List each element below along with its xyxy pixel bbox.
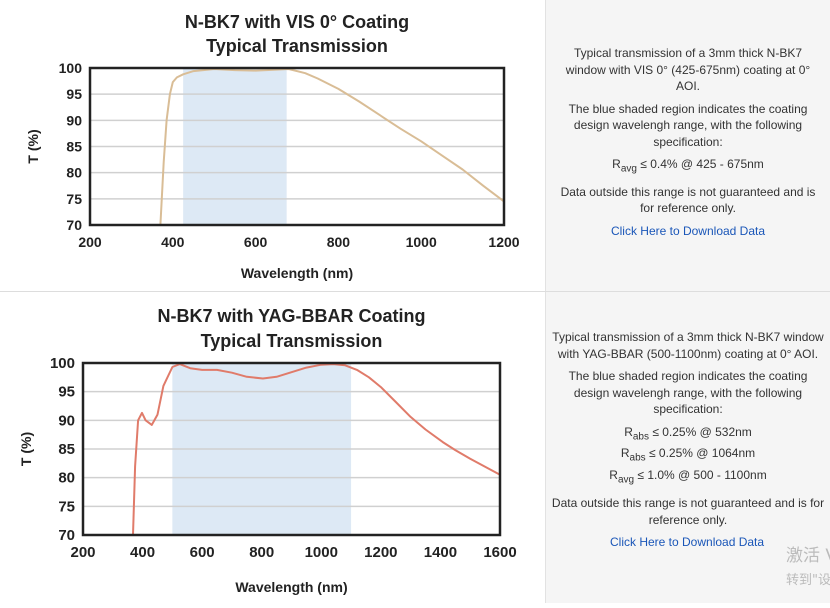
y-tick-label: 75 — [58, 498, 75, 515]
x-tick-label: 800 — [327, 234, 351, 250]
spec-sub: abs — [632, 430, 649, 442]
shade-note: The blue shaded region indicates the coa… — [568, 369, 808, 416]
y-tick-label: 70 — [58, 527, 75, 544]
vis-coating-row: 70 75 80 85 90 95 100 200 400 600 800 1000 1200 N-BK7… — [0, 0, 830, 292]
intro-text: Typical transmission of a 3mm thick N-BK… — [552, 330, 824, 361]
download-data-link[interactable]: Click Here to Download Data — [610, 535, 765, 550]
intro-text: Typical transmission of a 3mm thick N-BK… — [565, 46, 811, 93]
shade-note: The blue shaded region indicates the coa… — [568, 101, 808, 149]
x-tick-label: 800 — [249, 544, 274, 561]
spec-sub: avg — [620, 163, 637, 175]
y-tick-label: 85 — [58, 441, 75, 458]
x-tick-label: 1000 — [406, 234, 437, 250]
y-tick-label: 95 — [66, 86, 82, 102]
x-tick-label: 1400 — [424, 544, 457, 561]
y-tick-label: 80 — [66, 165, 82, 181]
disclaimer: Data outside this range is not guarantee… — [560, 184, 816, 216]
y-tick-label: 75 — [66, 191, 82, 207]
yag-transmission-chart: 70 75 80 85 90 95 100 200 400 600 800 1000 1200 1400 1… — [18, 306, 517, 595]
x-axis-label: Wavelength (nm) — [235, 579, 347, 595]
chart-title: N-BK7 with YAG-BBAR Coating — [157, 306, 425, 326]
x-tick-label: 600 — [190, 544, 215, 561]
vis-chart-cell: 70 75 80 85 90 95 100 200 400 600 800 1000 1200 N-BK7… — [0, 0, 545, 291]
x-tick-label: 1600 — [483, 544, 516, 561]
x-tick-label: 1200 — [364, 544, 397, 561]
y-tick-label: 90 — [66, 112, 82, 128]
x-tick-label: 600 — [244, 234, 268, 250]
yag-chart-cell: 70 75 80 85 90 95 100 200 400 600 800 1000 1200 1400 1… — [0, 292, 545, 603]
plot-frame — [88, 66, 506, 227]
x-tick-label: 400 — [161, 234, 185, 250]
x-tick-label: 200 — [78, 234, 102, 250]
watermark-line1: 激活 V — [786, 546, 830, 566]
disclaimer: Data outside this range is not guarantee… — [551, 496, 825, 527]
vis-transmission-chart: 70 75 80 85 90 95 100 200 400 600 800 1000 1200 N-BK7… — [25, 12, 520, 281]
chart-subtitle: Typical Transmission — [201, 331, 383, 351]
y-tick-label: 100 — [50, 355, 75, 372]
spec-sub: avg — [617, 474, 635, 486]
spec-line: Ravg ≤ 1.0% @ 500 - 1100nm — [550, 467, 826, 489]
plot-frame — [81, 361, 502, 537]
spec-line: Rabs ≤ 0.25% @ 532nm — [550, 424, 826, 446]
vis-description: Typical transmission of a 3mm thick N-BK… — [545, 0, 830, 291]
download-data-link[interactable]: Click Here to Download Data — [610, 223, 766, 238]
spec-text: ≤ 0.4% @ 425 - 675nm — [636, 157, 764, 171]
x-tick-label: 1000 — [305, 544, 338, 561]
spec-symbol: R — [620, 446, 630, 461]
y-tick-label: 85 — [66, 139, 82, 155]
spec-text: ≤ 0.25% @ 532nm — [648, 424, 752, 439]
spec-list: Rabs ≤ 0.25% @ 532nm Rabs ≤ 0.25% @ 1064… — [550, 424, 826, 490]
transmission-line — [159, 68, 505, 226]
y-tick-label: 90 — [58, 412, 75, 429]
chart-title: N-BK7 with VIS 0° Coating — [185, 12, 409, 32]
x-tick-label: 1200 — [488, 234, 519, 250]
transmission-line — [132, 363, 501, 536]
y-tick-label: 95 — [58, 384, 75, 401]
spec-symbol: R — [609, 468, 618, 483]
x-tick-label: 200 — [70, 544, 95, 561]
y-tick-label: 70 — [66, 217, 82, 233]
x-axis-label: Wavelength (nm) — [241, 265, 353, 281]
spec-text: ≤ 1.0% @ 500 - 1100nm — [634, 468, 767, 483]
spec-symbol: R — [624, 424, 633, 439]
chart-subtitle: Typical Transmission — [206, 36, 388, 56]
y-tick-label: 100 — [59, 60, 83, 76]
spec-sub: abs — [629, 452, 646, 464]
spec-line: Ravg ≤ 0.4% @ 425 - 675nm — [554, 156, 822, 178]
spec-text: ≤ 0.25% @ 1064nm — [645, 446, 756, 461]
y-axis-label: T (%) — [18, 432, 34, 466]
y-tick-label: 80 — [58, 470, 75, 487]
y-axis-label: T (%) — [25, 129, 41, 163]
yag-bbar-row: 70 75 80 85 90 95 100 200 400 600 800 1000 1200 1400 1… — [0, 292, 830, 603]
watermark-line2: 转到"设 — [786, 573, 830, 588]
x-tick-label: 400 — [130, 544, 155, 561]
spec-symbol: R — [612, 157, 621, 171]
spec-line: Rabs ≤ 0.25% @ 1064nm — [550, 445, 826, 467]
yag-description: Typical transmission of a 3mm thick N-BK… — [545, 292, 830, 603]
